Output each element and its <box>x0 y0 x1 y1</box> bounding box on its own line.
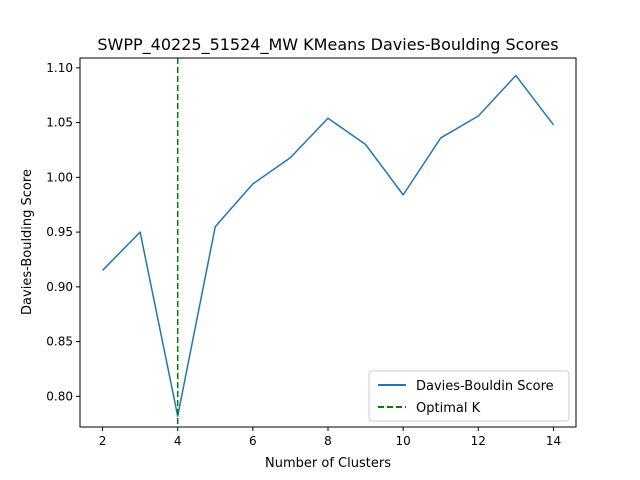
y-tick-label: 1.10 <box>46 61 73 75</box>
x-tick-label: 14 <box>546 434 561 448</box>
legend: Davies-Bouldin Score Optimal K <box>369 371 569 421</box>
legend-label-score: Davies-Bouldin Score <box>416 379 554 394</box>
y-tick-label: 1.00 <box>46 170 73 184</box>
x-tick-label: 10 <box>396 434 411 448</box>
chart-title: SWPP_40225_51524_MW KMeans Davies-Bouldi… <box>97 35 558 55</box>
x-tick-label: 4 <box>174 434 182 448</box>
x-tick-label: 12 <box>471 434 486 448</box>
y-axis: 0.80 0.85 0.90 0.95 1.00 1.05 1.10 <box>46 61 80 403</box>
x-axis-label: Number of Clusters <box>265 456 391 471</box>
y-tick-label: 0.80 <box>46 389 73 403</box>
x-tick-label: 6 <box>249 434 257 448</box>
x-tick-label: 8 <box>324 434 332 448</box>
y-tick-label: 1.05 <box>46 116 73 130</box>
y-axis-label: Davies-Boulding Score <box>20 169 35 315</box>
y-tick-label: 0.95 <box>46 225 73 239</box>
y-tick-label: 0.90 <box>46 280 73 294</box>
x-tick-label: 2 <box>99 434 107 448</box>
legend-label-optimal-k: Optimal K <box>416 401 481 416</box>
series-line-0 <box>103 76 554 417</box>
x-axis: 2 4 6 8 10 12 14 <box>99 427 561 448</box>
y-tick-label: 0.85 <box>46 335 73 349</box>
